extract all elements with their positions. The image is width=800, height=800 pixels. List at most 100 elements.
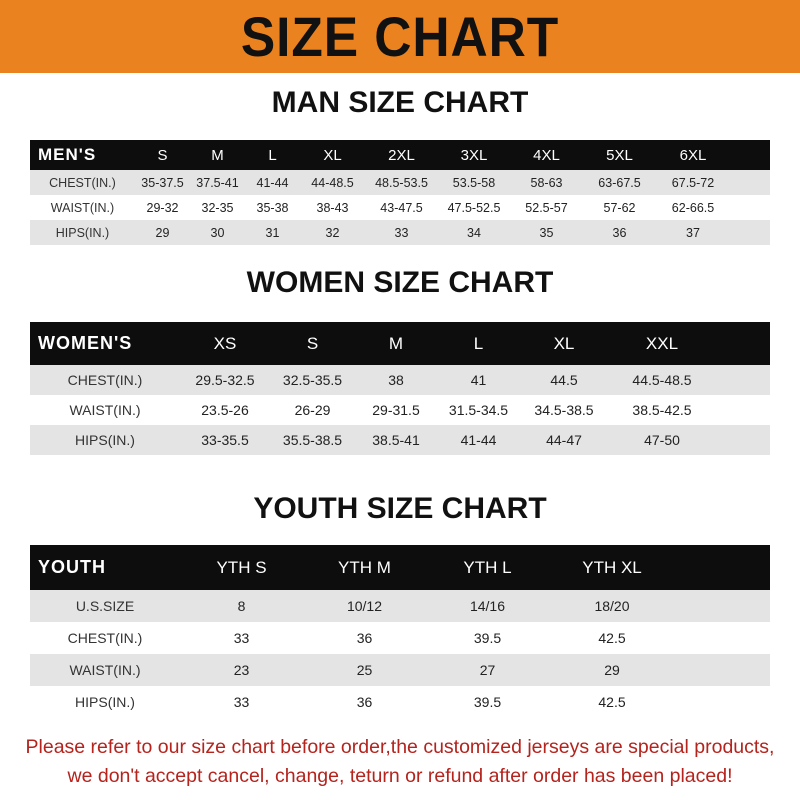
table-cell: 26-29	[294, 402, 331, 418]
table-cell: 37.5-41	[190, 170, 245, 195]
table-cell: 38	[355, 365, 437, 395]
table-label: MEN'S	[30, 140, 135, 170]
table-cell: 39.5	[473, 630, 502, 646]
policy-note-line-2: we don't accept cancel, change, teturn o…	[67, 765, 733, 787]
table-cell: 37	[656, 220, 730, 245]
table-row: WAIST(IN.) 29-32 32-35 35-38 38-43 43-47.5 47.…	[30, 195, 770, 220]
table-cell: 18/20	[549, 590, 675, 622]
row-label: CHEST(IN.)	[30, 365, 180, 395]
row-label: WAIST(IN.)	[30, 654, 180, 686]
header-row: YOUTH YTH S YTH M YTH L YTH XL	[30, 545, 770, 590]
table-cell: 29.5-32.5	[180, 365, 270, 395]
table-cell: 42.5	[598, 630, 626, 646]
table-row: U.S.SIZE 8 10/12 14/16 18/20	[30, 590, 770, 622]
table-cell: 44.5-48.5	[608, 365, 716, 395]
table-cell: 31	[245, 220, 300, 245]
table-cell: 44.5	[520, 365, 608, 395]
table-cell: 23	[180, 654, 303, 686]
table-row: WAIST(IN.) 23 25 27 29	[30, 654, 770, 686]
table-cell: 47.5-52.5	[447, 200, 501, 215]
table-cell: 34.5-38.5	[534, 402, 594, 418]
table-cell: 29	[549, 654, 675, 686]
table-cell: 35-38	[256, 200, 289, 215]
row-filler	[675, 622, 770, 654]
table-cell: 48.5-53.5	[365, 170, 438, 195]
table-cell: 38.5-42.5	[632, 402, 692, 418]
table-cell: 43-47.5	[380, 200, 423, 215]
men-size-table: MEN'S S M L XL 2XL 3XL 4XL 5XL 6XL CHEST(IN.) 35-37…	[30, 140, 770, 245]
size-header: M	[190, 140, 245, 170]
table-cell: 30	[190, 220, 245, 245]
table-cell: 32	[300, 220, 365, 245]
table-cell: 47-50	[608, 425, 716, 455]
header-row: WOMEN'S XS S M L XL XXL	[30, 322, 770, 365]
table-row: HIPS(IN.) 33-35.5 35.5-38.5 38.5-41 41-44 44-…	[30, 425, 770, 455]
header-filler	[675, 545, 770, 590]
row-filler	[730, 170, 770, 195]
table-cell: 44-47	[520, 425, 608, 455]
row-label: WAIST(IN.)	[50, 200, 115, 215]
table-row: CHEST(IN.) 29.5-32.5 32.5-35.5 38 41 44.5 44.5…	[30, 365, 770, 395]
size-header: L	[245, 140, 300, 170]
table-cell: 53.5-58	[438, 170, 510, 195]
size-header: L	[437, 322, 520, 365]
table-cell: 35.5-38.5	[270, 425, 355, 455]
table-row: HIPS(IN.) 29 30 31 32 33 34 35 36 37	[30, 220, 770, 245]
table-cell: 41-44	[245, 170, 300, 195]
table-cell: 25	[303, 654, 426, 686]
table-cell: 57-62	[603, 200, 636, 215]
women-section-title: WOMEN SIZE CHART	[246, 266, 554, 299]
table-cell: 36	[356, 630, 373, 646]
table-cell: 8	[180, 590, 303, 622]
table-cell: 58-63	[510, 170, 583, 195]
table-cell: 62-66.5	[671, 200, 715, 215]
size-header: XL	[300, 140, 365, 170]
youth-section-title: YOUTH SIZE CHART	[253, 492, 547, 525]
row-label: HIPS(IN.)	[30, 220, 135, 245]
table-cell: 33	[365, 220, 438, 245]
size-header: YTH S	[180, 545, 303, 590]
header-filler	[730, 140, 770, 170]
size-header: 2XL	[365, 140, 438, 170]
size-header: S	[270, 322, 355, 365]
header-row: MEN'S S M L XL 2XL 3XL 4XL 5XL 6XL	[30, 140, 770, 170]
table-cell: 14/16	[426, 590, 549, 622]
table-cell: 23.5-26	[201, 402, 249, 418]
table-cell: 29	[135, 220, 190, 245]
row-filler	[675, 654, 770, 686]
table-cell: 52.5-57	[525, 200, 568, 215]
table-cell: 33	[233, 630, 250, 646]
table-cell: 39.5	[473, 694, 502, 710]
table-cell: 29-32	[146, 200, 179, 215]
policy-note: Please refer to our size chart before or…	[0, 733, 800, 791]
table-row: WAIST(IN.) 23.5-26 26-29 29-31.5 31.5-34.5 34…	[30, 395, 770, 425]
youth-size-table: YOUTH YTH S YTH M YTH L YTH XL U.S.SIZE 8 10/12…	[30, 545, 770, 718]
table-cell: 31.5-34.5	[448, 402, 509, 418]
row-filler	[716, 365, 770, 395]
size-header: 3XL	[438, 140, 510, 170]
table-row: HIPS(IN.) 33 36 39.5 42.5	[30, 686, 770, 718]
table-cell: 32.5-35.5	[270, 365, 355, 395]
table-cell: 41-44	[437, 425, 520, 455]
row-label: CHEST(IN.)	[67, 630, 143, 646]
size-header: YTH L	[426, 545, 549, 590]
policy-note-line-1: Please refer to our size chart before or…	[25, 736, 775, 758]
table-cell: 27	[426, 654, 549, 686]
size-header: 5XL	[583, 140, 656, 170]
table-cell: 41	[437, 365, 520, 395]
size-header: XS	[180, 322, 270, 365]
header-filler	[716, 322, 770, 365]
table-cell: 34	[438, 220, 510, 245]
row-filler	[675, 590, 770, 622]
table-cell: 35-37.5	[135, 170, 190, 195]
table-cell: 36	[356, 694, 373, 710]
row-filler	[716, 395, 770, 425]
table-label: WOMEN'S	[30, 322, 180, 365]
table-row: CHEST(IN.) 35-37.5 37.5-41 41-44 44-48.5 48.5…	[30, 170, 770, 195]
size-header: 6XL	[656, 140, 730, 170]
size-header: XXL	[608, 322, 716, 365]
table-cell: 33	[233, 694, 250, 710]
men-section-title: MAN SIZE CHART	[271, 86, 529, 119]
table-cell: 10/12	[303, 590, 426, 622]
size-header: 4XL	[510, 140, 583, 170]
